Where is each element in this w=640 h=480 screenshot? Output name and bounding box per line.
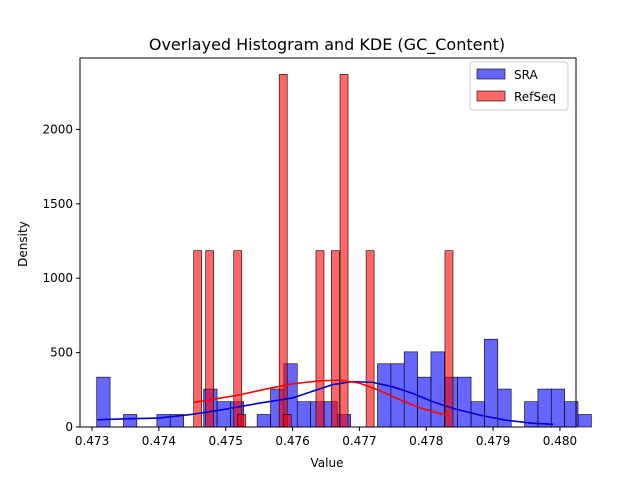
y-tick-label-4: 2000 xyxy=(42,122,73,136)
x-tick-label-3: 0.476 xyxy=(275,434,309,448)
refseq-bar-0 xyxy=(193,250,202,428)
y-tick-label-3: 1500 xyxy=(42,197,73,211)
sra-bar-20 xyxy=(430,351,445,428)
legend-swatch-sra xyxy=(476,68,506,80)
refseq-bar-9 xyxy=(365,250,375,428)
x-tick-label-7: 0.480 xyxy=(543,434,577,448)
refseq-kde-line xyxy=(193,379,450,416)
legend-label-sra: SRA xyxy=(514,68,538,82)
refseq-bar-8 xyxy=(339,74,349,428)
refseq-bar-3 xyxy=(237,414,247,428)
x-tick-label-2: 0.475 xyxy=(209,434,243,448)
refseq-bars xyxy=(193,74,454,428)
refseq-bar-6 xyxy=(315,250,325,428)
refseq-bar-5 xyxy=(282,414,292,428)
sra-bar-27 xyxy=(537,388,552,428)
kde-curves xyxy=(96,379,554,426)
x-tick-label-1: 0.474 xyxy=(142,434,176,448)
x-axis: 0.473 0.474 0.475 0.476 0.477 0.478 0.479 0.480 xyxy=(75,427,577,448)
refseq-bar-10 xyxy=(444,250,454,428)
sra-bar-24 xyxy=(484,338,499,428)
sra-bar-28 xyxy=(550,388,565,428)
y-tick-label-1: 500 xyxy=(50,346,73,360)
x-tick-label-0: 0.473 xyxy=(75,434,109,448)
x-tick-label-5: 0.478 xyxy=(409,434,443,448)
legend: SRA RefSeq xyxy=(469,61,569,111)
sra-bar-11 xyxy=(296,401,311,428)
refseq-bar-7 xyxy=(331,250,340,428)
sra-bar-19 xyxy=(417,376,432,428)
sra-bar-1 xyxy=(123,414,138,428)
legend-swatch-refseq xyxy=(476,90,506,102)
chart-title: Overlayed Histogram and KDE (GC_Content) xyxy=(149,35,505,55)
x-tick-label-6: 0.479 xyxy=(476,434,510,448)
legend-label-refseq: RefSeq xyxy=(514,90,556,104)
refseq-bar-4 xyxy=(278,74,288,428)
y-tick-label-0: 0 xyxy=(65,420,73,434)
sra-bar-8 xyxy=(256,414,271,428)
refseq-bar-2 xyxy=(233,250,243,428)
y-axis: 0 500 1000 1500 2000 xyxy=(42,122,80,434)
sra-bar-17 xyxy=(390,363,405,428)
sra-bar-22 xyxy=(457,376,472,428)
y-axis-label: Density xyxy=(16,221,30,267)
sra-bar-5 xyxy=(216,401,231,428)
sra-bar-30 xyxy=(577,414,592,428)
x-tick-label-4: 0.477 xyxy=(342,434,376,448)
y-tick-label-2: 1000 xyxy=(42,271,73,285)
x-axis-label: Value xyxy=(311,456,344,470)
sra-bar-18 xyxy=(403,351,418,428)
plot-frame xyxy=(79,57,577,428)
